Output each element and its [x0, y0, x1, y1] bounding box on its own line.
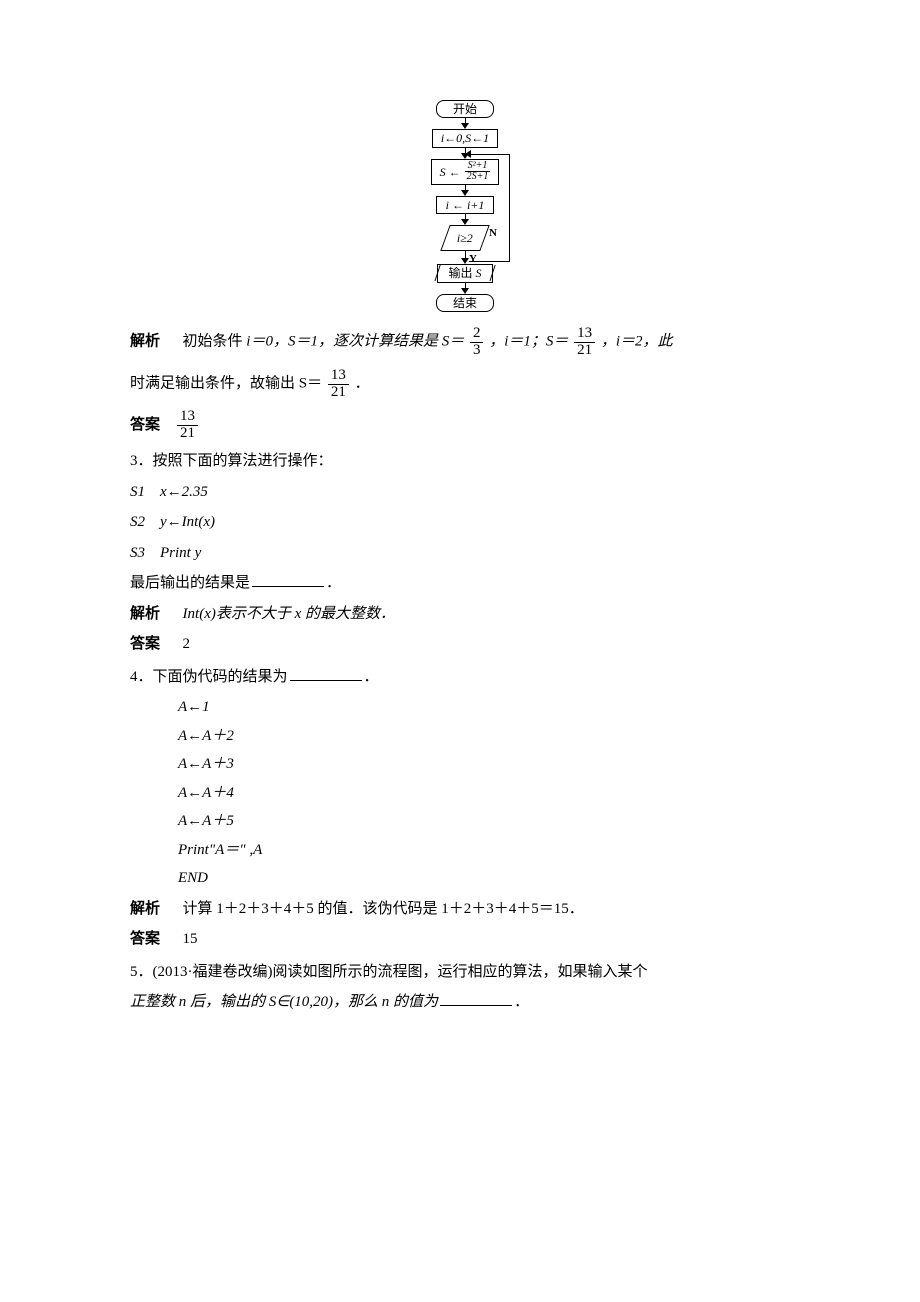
analysis-label: 解析: [130, 901, 160, 917]
q3-s3: S3 Print y: [130, 539, 800, 568]
frac-den: 21: [574, 342, 595, 359]
loop-arrowhead: [465, 150, 471, 158]
fraction: 13 21: [177, 409, 198, 442]
q3-s2: S2 y←Int(x): [130, 508, 800, 537]
arrow: [461, 118, 469, 129]
q3-stem: 3．按照下面的算法进行操作：: [130, 447, 800, 476]
answer-value: 15: [183, 931, 198, 947]
code-line: A←A＋4: [178, 779, 800, 808]
assign-left: S ←: [440, 165, 461, 179]
analysis-label: 解析: [130, 334, 160, 350]
analysis-label: 解析: [130, 606, 160, 622]
text: ．: [355, 376, 370, 392]
page: 开始 i←0,S←1 S ← S²+1 2S+1 i ← i+1 i≥2 N: [0, 0, 920, 1302]
flow-end: 结束: [436, 294, 494, 312]
q4-analysis: 解析 计算 1＋2＋3＋4＋5 的值．该伪代码是 1＋2＋3＋4＋5＝15．: [130, 895, 800, 924]
arrow: [461, 283, 469, 294]
flow-cond-wrap: i≥2 N: [445, 225, 485, 251]
q3-analysis: 解析 Int(x)表示不大于 x 的最大整数．: [130, 600, 800, 629]
text: i＝0，S＝1，逐次计算结果是 S＝: [246, 334, 464, 350]
cond-text: i≥2: [457, 227, 473, 250]
question-number: 4．: [130, 669, 153, 685]
q2-analysis-line2: 时满足输出条件，故输出 S＝ 13 21 ．: [130, 368, 800, 401]
q5-line1: 5．(2013·福建卷改编)阅读如图所示的流程图，运行相应的算法，如果输入某个: [130, 958, 800, 987]
q3-s1: S1 x←2.35: [130, 478, 800, 507]
q2-answer: 答案 13 21: [130, 409, 800, 442]
text: (2013·福建卷改编)阅读如图所示的流程图，运行相应的算法，如果输入某个: [153, 964, 648, 980]
q4-code: A←1 A←A＋2 A←A＋3 A←A＋4 A←A＋5 Print"A＝" ,A…: [178, 693, 800, 893]
frac-num: 2: [470, 326, 484, 342]
text: 下面伪代码的结果为: [153, 669, 288, 685]
blank: [252, 571, 324, 587]
code-line: A←A＋2: [178, 722, 800, 751]
code-line: A←A＋3: [178, 750, 800, 779]
text: ．: [514, 994, 529, 1010]
q4-answer: 答案 15: [130, 925, 800, 954]
cond-n-label: N: [489, 223, 497, 244]
text: ．: [326, 575, 341, 591]
flow-init: i←0,S←1: [432, 129, 498, 147]
question-number: 5．: [130, 964, 153, 980]
frac-den: 21: [177, 425, 198, 442]
frac-num: 13: [177, 409, 198, 425]
fraction: 13 21: [574, 326, 595, 359]
arrow: [461, 251, 469, 264]
text: 初始条件: [183, 334, 243, 350]
code-line: A←A＋5: [178, 807, 800, 836]
text: ，i＝1；S＝: [489, 334, 568, 350]
text: 计算 1＋2＋3＋4＋5 的值．该伪代码是 1＋2＋3＋4＋5＝15．: [183, 901, 584, 917]
text: 最后输出的结果是: [130, 575, 250, 591]
q2-analysis-line1: 解析 初始条件 i＝0，S＝1，逐次计算结果是 S＝ 2 3 ，i＝1；S＝ 1…: [130, 326, 800, 359]
output-prefix: 输出: [448, 266, 472, 280]
text: Int(x)表示不大于 x 的最大整数．: [183, 606, 395, 622]
text: ．: [364, 669, 379, 685]
code-line: A←1: [178, 693, 800, 722]
frac-den: 21: [328, 384, 349, 401]
answer-value: 2: [183, 636, 191, 652]
flowchart: 开始 i←0,S←1 S ← S²+1 2S+1 i ← i+1 i≥2 N: [380, 100, 550, 312]
flow-output: 输出 S: [437, 264, 492, 282]
text: 按照下面的算法进行操作：: [153, 453, 333, 469]
frac-num: 13: [574, 326, 595, 342]
output-var: S: [476, 266, 482, 280]
q3-tail: 最后输出的结果是 ．: [130, 569, 800, 598]
text: 时满足输出条件，故输出 S＝: [130, 376, 322, 392]
flow-cond: i≥2: [440, 225, 489, 251]
answer-label: 答案: [130, 636, 160, 652]
q4-stem: 4．下面伪代码的结果为 ．: [130, 663, 800, 692]
fraction: 13 21: [328, 368, 349, 401]
answer-label: 答案: [130, 411, 160, 440]
blank: [440, 990, 512, 1006]
question-number: 3．: [130, 453, 153, 469]
code-line: Print"A＝" ,A: [178, 836, 800, 865]
answer-label: 答案: [130, 931, 160, 947]
q3-answer: 答案 2: [130, 630, 800, 659]
frac-den: 3: [470, 342, 484, 359]
blank: [290, 665, 362, 681]
q5-line2: 正整数 n 后，输出的 S∈(10,20)，那么 n 的值为 ．: [130, 988, 800, 1017]
text: ，i＝2，此: [601, 334, 673, 350]
fraction: 2 3: [470, 326, 484, 359]
flow-start: 开始: [436, 100, 494, 118]
text: 正整数 n 后，输出的 S∈(10,20)，那么 n 的值为: [130, 994, 438, 1010]
code-line: END: [178, 864, 800, 893]
frac-num: 13: [328, 368, 349, 384]
